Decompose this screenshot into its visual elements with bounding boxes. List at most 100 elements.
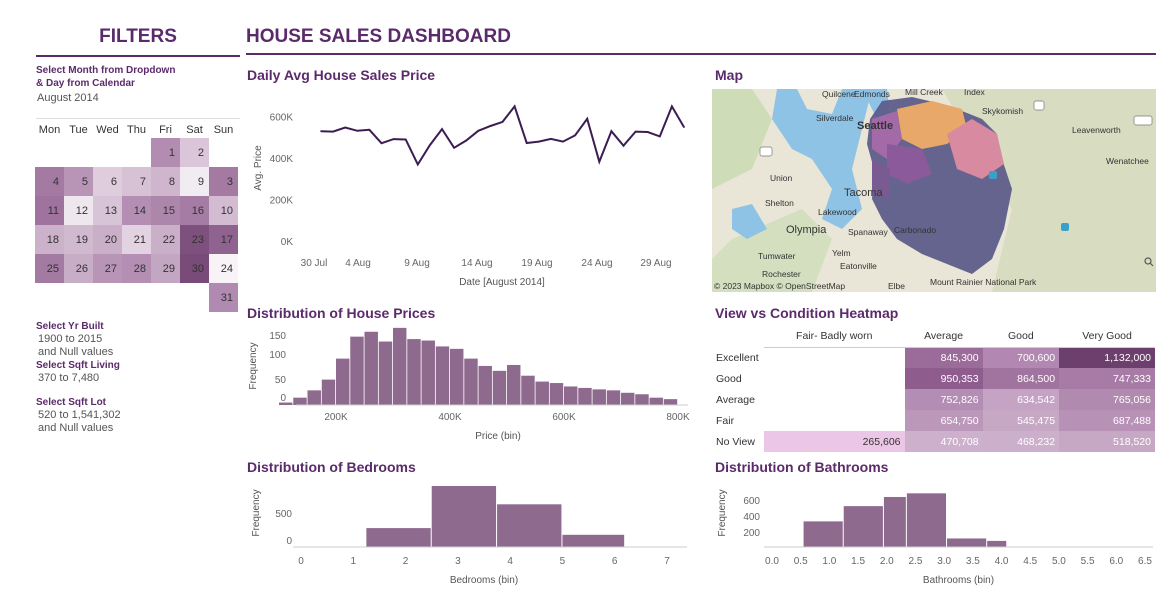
price-bar[interactable] [293,397,307,405]
line-point[interactable] [392,138,395,140]
yr-built-filter[interactable]: Select Yr Built 1900 to 2015 and Null va… [36,320,113,359]
price-bar[interactable] [279,402,293,405]
line-point[interactable] [562,140,564,143]
price-bar[interactable] [492,370,507,405]
line-point[interactable] [646,131,649,133]
calendar-day[interactable]: 9 [180,167,209,196]
heatmap-cell[interactable]: 518,520 [1059,431,1155,452]
price-bar[interactable] [307,390,321,405]
calendar-day[interactable]: 17 [209,225,238,254]
price-bar[interactable] [592,389,606,405]
line-point[interactable] [332,130,334,133]
calendar-day[interactable]: 20 [93,225,122,254]
yr-built-value[interactable]: 1900 to 2015 [38,333,103,345]
calendar-day[interactable]: 12 [64,196,93,225]
heatmap-cell[interactable]: 950,353 [904,368,983,389]
calendar-day[interactable]: 6 [93,167,122,196]
heatmap-cell[interactable]: 654,750 [904,410,983,431]
calendar-day[interactable]: 21 [122,225,151,254]
calendar-day[interactable]: 5 [64,167,93,196]
price-bar[interactable] [364,331,378,405]
heatmap-cell[interactable]: 765,056 [1059,389,1155,410]
calendar-day[interactable]: 15 [151,196,180,225]
histogram-bar[interactable] [906,493,947,547]
heatmap-cell[interactable]: 845,300 [904,347,983,368]
calendar-day[interactable]: 27 [93,254,122,283]
line-point[interactable] [622,144,625,147]
price-bar[interactable] [663,399,678,405]
calendar-day[interactable]: 11 [35,196,64,225]
calendar-day[interactable]: 1 [151,138,180,167]
line-point[interactable] [659,135,661,138]
line-point[interactable] [610,130,613,133]
calendar-day[interactable]: 24 [209,254,238,283]
map-zoom-icon[interactable] [1144,257,1154,267]
calendar-day[interactable]: 22 [151,225,180,254]
month-filter[interactable]: Select Month from Dropdown & Day from Ca… [36,64,175,105]
line-point[interactable] [417,163,419,166]
calendar-day[interactable]: 8 [151,167,180,196]
daily-avg-line-chart[interactable]: 0K 200K 400K 600K 30 Jul 4 Aug 9 Aug 14 Aug 19 A… [246,88,696,293]
line-point[interactable] [501,121,504,123]
sqft-living-value[interactable]: 370 to 7,480 [38,372,100,384]
line-point[interactable] [404,138,407,141]
price-bar[interactable] [507,364,521,405]
line-point[interactable] [429,144,431,146]
line-point[interactable] [574,134,576,137]
calendar-day[interactable]: 29 [151,254,180,283]
histogram-bar[interactable] [497,504,562,547]
calendar-day[interactable]: 10 [209,196,238,225]
line-point[interactable] [489,125,492,127]
month-dropdown-value[interactable]: August 2014 [37,92,99,104]
line-point[interactable] [683,126,685,128]
line-point[interactable] [320,130,322,133]
price-bar[interactable] [478,365,492,405]
bathrooms-chart[interactable]: Frequency 200 400 600 0.0 0.5 1.0 1.5 2.0 2.5 3.0 3… [712,480,1157,590]
heatmap-cell[interactable]: 1,132,000 [1059,347,1155,368]
histogram-bar[interactable] [366,528,431,547]
calendar-day[interactable]: 23 [180,225,209,254]
line-point[interactable] [368,128,371,131]
price-bar[interactable] [464,358,478,405]
heatmap-cell[interactable]: 470,708 [904,431,983,452]
heatmap-cell[interactable]: 545,475 [982,410,1060,431]
heatmap-cell[interactable]: 265,606 [764,431,905,452]
line-point[interactable] [380,142,383,145]
calendar-day[interactable]: 31 [209,283,238,312]
heatmap-cell[interactable]: 468,232 [982,431,1060,452]
price-bar[interactable] [321,379,336,405]
calendar[interactable]: Mon Tue Wed Thu Fri Sat Sun 1 2 4 5 6 7 8 9 3 11 12 13 14 15… [35,124,238,312]
calendar-day[interactable]: 13 [93,196,122,225]
price-bar[interactable] [336,358,350,405]
line-point[interactable] [453,146,455,149]
heatmap-cell[interactable]: 752,826 [904,389,983,410]
price-bar[interactable] [564,386,578,405]
sqft-lot-value[interactable]: 520 to 1,541,302 [38,409,121,421]
heatmap-cell[interactable] [764,368,905,389]
heatmap-cell[interactable] [764,410,905,431]
histogram-bar[interactable] [987,540,1007,547]
heatmap-cell[interactable]: 864,500 [982,368,1060,389]
histogram-bar[interactable] [562,534,625,547]
calendar-day[interactable]: 28 [122,254,151,283]
line-point[interactable] [477,130,480,132]
map[interactable]: © 2023 Mapbox © OpenStreetMap Quilcene E… [712,89,1156,292]
price-bar[interactable] [421,340,435,405]
price-bar[interactable] [350,336,364,405]
price-bar[interactable] [450,348,464,405]
heatmap-cell[interactable]: 747,333 [1059,368,1155,389]
line-point[interactable] [356,130,359,132]
bedrooms-chart[interactable]: Frequency 0 500 0 1 2 3 4 5 6 7 Bedrooms (bin) [246,480,691,590]
heatmap-cell[interactable]: 700,600 [982,347,1060,368]
line-point[interactable] [525,142,528,144]
view-condition-heatmap[interactable]: Fair- Badly worn Average Good Very Good Exce… [712,326,1155,452]
line-point[interactable] [538,140,540,143]
calendar-day[interactable]: 25 [35,254,64,283]
price-bar[interactable] [578,387,592,405]
line-point[interactable] [513,105,516,108]
heatmap-cell[interactable]: 634,542 [982,389,1060,410]
calendar-day[interactable]: 3 [209,167,238,196]
price-bar[interactable] [521,375,535,405]
price-distribution-chart[interactable]: 050100150Frequency200K400K600K800K1000K1… [246,322,691,448]
line-point[interactable] [586,117,588,120]
